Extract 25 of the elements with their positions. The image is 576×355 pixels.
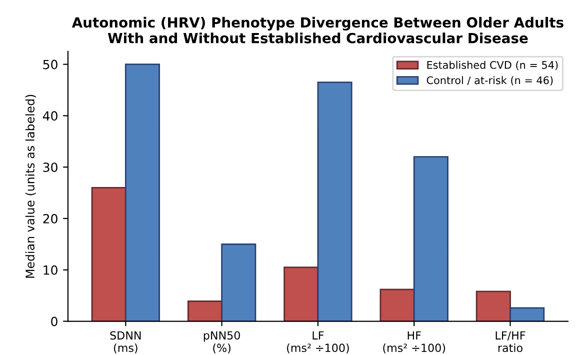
legend-label: Established CVD (n = 54) (427, 60, 558, 70)
y-tick-label: 0 (51, 316, 58, 326)
y-tick-label: 10 (44, 265, 58, 275)
bar (413, 156, 448, 322)
chart-title: Autonomic (HRV) Phenotype Divergence Between Older Adults With and Without Established Cardiovascular Disease (72, 16, 564, 44)
bar (476, 290, 511, 322)
y-tick-label: 50 (43, 60, 58, 70)
x-tick-label: HF (ms² ÷100) (383, 331, 446, 354)
legend-label: Control / at-risk (n = 46) (426, 76, 553, 86)
bar (187, 300, 222, 322)
bar (510, 307, 545, 322)
x-tick-label: LF (ms² ÷100) (287, 331, 349, 354)
x-tick-label: pNN50 (%) (204, 331, 240, 354)
x-tick-label: LF/HF ratio (496, 331, 526, 352)
bar (284, 266, 319, 322)
y-tick-label: 20 (43, 214, 58, 224)
bar (221, 243, 256, 322)
bar (380, 288, 415, 322)
x-tick-label: SDNN (ms) (110, 331, 141, 354)
bar (124, 64, 160, 322)
y-axis-title: Median value (units as labeled) (25, 94, 36, 278)
y-tick-label: 30 (43, 162, 58, 172)
bar (317, 82, 352, 322)
bar (91, 186, 126, 322)
y-tick-label: 40 (42, 111, 58, 121)
